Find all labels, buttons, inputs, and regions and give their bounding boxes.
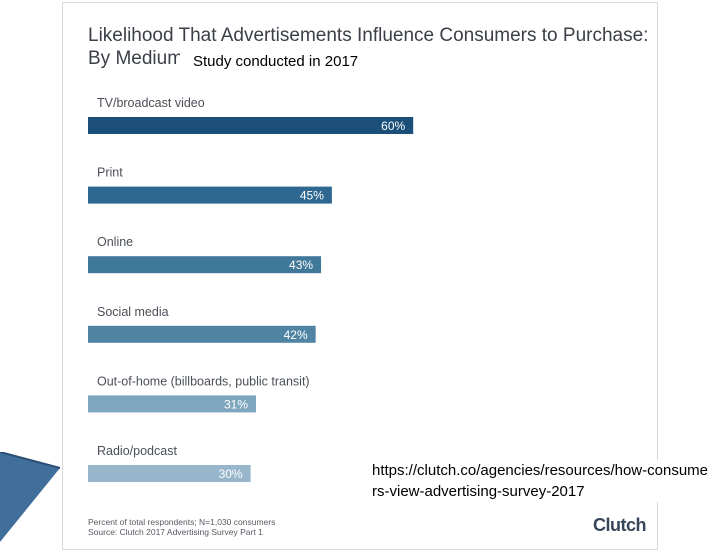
bar: [88, 465, 251, 482]
bar: [88, 256, 322, 274]
category-label: Social media: [97, 305, 169, 319]
footnote-source: Source: Clutch 2017 Advertising Survey P…: [88, 527, 263, 537]
category-label: Out-of-home (billboards, public transit): [97, 374, 310, 388]
study-year-note: Study conducted in 2017: [180, 51, 372, 72]
bar: [88, 325, 316, 343]
bar: [88, 117, 414, 134]
chart-title-line-1: Likelihood That Advertisements Influence…: [88, 25, 649, 46]
bar-value-label: 30%: [219, 467, 243, 481]
bar: [88, 186, 332, 204]
chart-title: Likelihood That Advertisements Influence…: [88, 24, 648, 70]
corner-edge: [0, 452, 61, 469]
source-url: https://clutch.co/agencies/resources/how…: [372, 460, 712, 502]
bar-value-label: 43%: [289, 258, 313, 272]
corner-decoration: [0, 452, 61, 542]
bar-value-label: 60%: [381, 119, 405, 133]
bar-value-label: 45%: [300, 189, 324, 203]
chart-title-line-2: By Medium: [88, 48, 184, 69]
category-label: TV/broadcast video: [97, 96, 205, 110]
chart-footnote: Percent of total respondents; N=1,030 co…: [88, 517, 275, 537]
bar-value-label: 42%: [284, 328, 308, 342]
category-label: Radio/podcast: [97, 444, 177, 458]
chart-card: [62, 2, 658, 550]
bar: [88, 395, 257, 413]
footnote-respondents: Percent of total respondents; N=1,030 co…: [88, 517, 276, 527]
corner-triangle: [0, 452, 60, 542]
clutch-logo: Clutch: [593, 515, 647, 535]
bar-value-label: 31%: [224, 397, 248, 411]
category-label: Online: [97, 235, 133, 249]
category-label: Print: [97, 166, 123, 180]
